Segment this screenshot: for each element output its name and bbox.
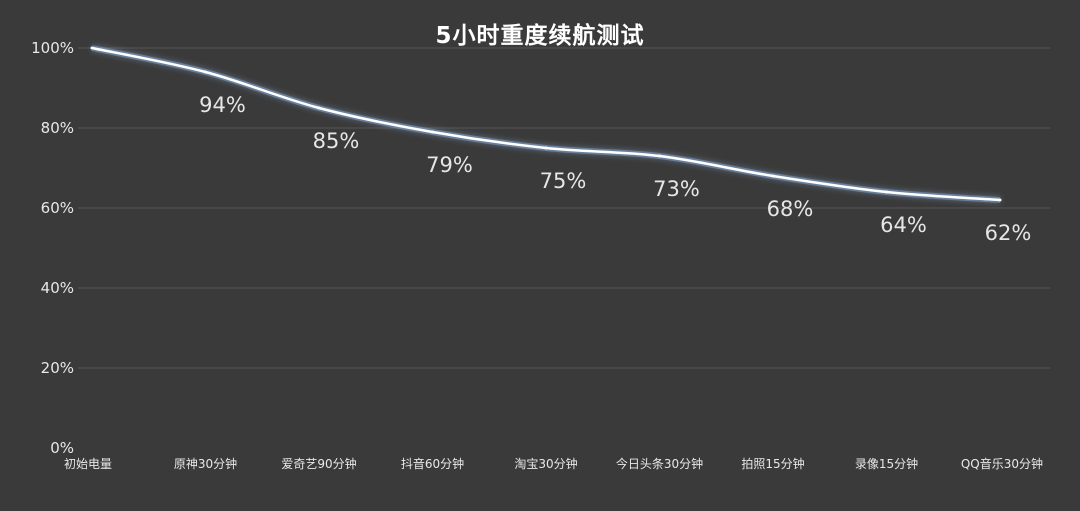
data-point — [431, 130, 434, 134]
data-label: 75% — [540, 169, 587, 193]
data-label: 94% — [199, 93, 246, 117]
x-tick-label: 淘宝30分钟 — [514, 456, 577, 471]
data-point — [204, 70, 207, 74]
x-tick-label: 抖音60分钟 — [401, 456, 464, 471]
data-label: 79% — [426, 153, 473, 177]
chart-title: 5小时重度续航测试 — [435, 23, 645, 49]
data-label: 85% — [313, 129, 360, 153]
data-point — [998, 198, 1002, 202]
x-tick-label: 录像15分钟 — [855, 456, 918, 471]
x-tick-label: 今日头条30分钟 — [616, 456, 703, 471]
y-tick-label: 40% — [41, 279, 74, 297]
x-tick-label: 初始电量 — [64, 457, 112, 471]
data-point — [317, 106, 321, 110]
data-label: 62% — [985, 221, 1032, 245]
y-tick-label: 0% — [50, 439, 74, 457]
data-point — [885, 190, 888, 194]
data-point — [771, 174, 775, 178]
data-point — [544, 146, 548, 150]
x-tick-label: 拍照15分钟 — [741, 456, 804, 471]
x-tick-label: 爱奇艺90分钟 — [281, 456, 356, 471]
y-tick-label: 60% — [41, 199, 74, 217]
data-point — [90, 46, 94, 50]
x-tick-label: 原神30分钟 — [174, 456, 237, 471]
y-tick-label: 20% — [41, 359, 74, 377]
data-point — [658, 154, 661, 158]
data-label: 64% — [880, 213, 927, 237]
y-tick-label: 100% — [31, 39, 74, 57]
data-label: 68% — [767, 197, 814, 221]
x-tick-label: QQ音乐30分钟 — [961, 456, 1043, 471]
y-tick-label: 80% — [41, 119, 74, 137]
data-label: 73% — [653, 177, 700, 201]
